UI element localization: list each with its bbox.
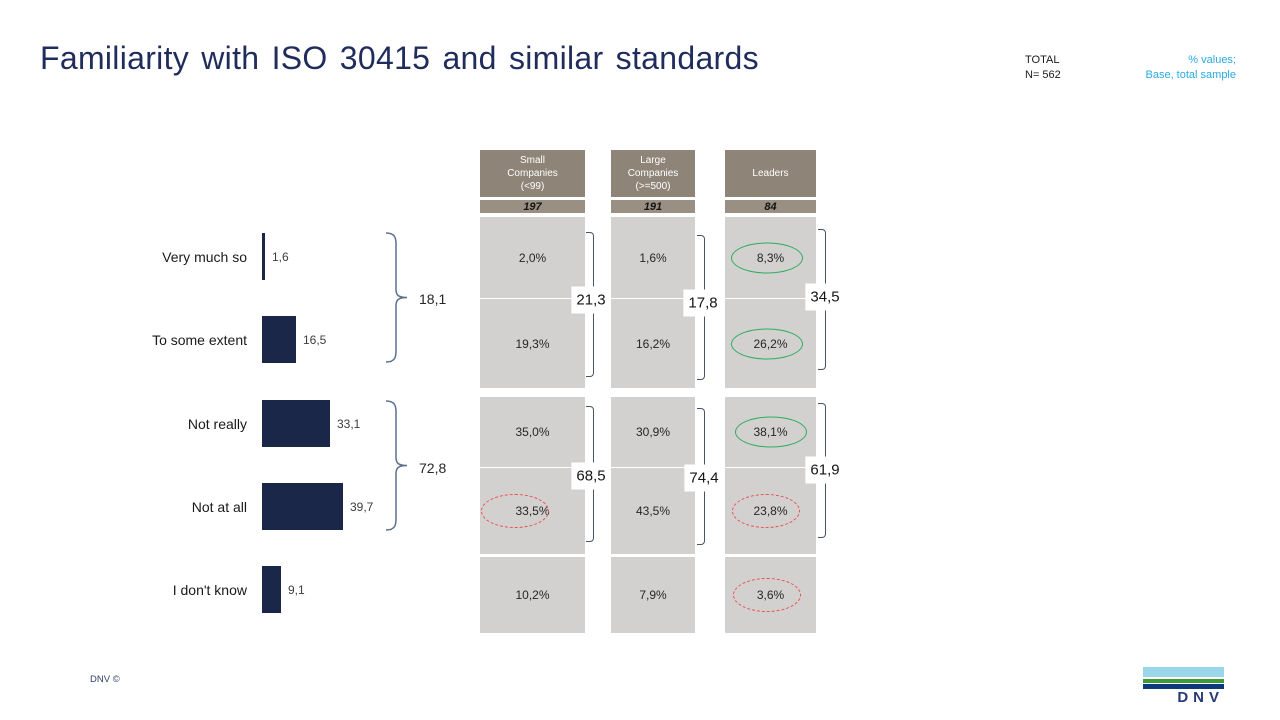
bar-value-label: 9,1 bbox=[288, 582, 305, 597]
green-ellipse-highlight bbox=[730, 328, 803, 359]
column-header-leaders: Leaders bbox=[725, 150, 816, 197]
logo-blue-bar bbox=[1143, 684, 1224, 689]
bar-row: 9,1 bbox=[262, 566, 305, 613]
column-header-line: Companies bbox=[627, 167, 679, 179]
column-header-line: Companies bbox=[507, 167, 558, 179]
group-value-small-familiar: 21,3 bbox=[571, 286, 611, 314]
page-title: Familiarity with ISO 30415 and similar s… bbox=[40, 40, 759, 76]
table-cell: 16,2% bbox=[611, 299, 695, 388]
bar-row: 33,1 bbox=[262, 400, 360, 447]
category-label-not-really: Not really bbox=[187, 416, 247, 432]
table-cell: 3,6% bbox=[725, 557, 816, 633]
bar-row: 16,5 bbox=[262, 316, 326, 363]
category-label-not-at-all: Not at all bbox=[191, 499, 247, 515]
group-value-small-not-familiar: 68,5 bbox=[571, 462, 611, 490]
brace-familiar-group bbox=[385, 232, 408, 363]
values-note-block: % values; Base, total sample bbox=[1146, 53, 1237, 83]
total-sample-block: TOTAL N= 562 bbox=[1025, 53, 1061, 83]
brace-not-familiar-group bbox=[385, 400, 408, 531]
category-label-i-dont-know: I don't know bbox=[172, 582, 247, 598]
note-line-1: % values; bbox=[1188, 54, 1236, 66]
group-value-leaders-not-familiar: 61,9 bbox=[805, 456, 845, 484]
bar-to-some-extent bbox=[262, 316, 296, 363]
green-ellipse-highlight bbox=[730, 242, 803, 273]
category-label-very-much-so: Very much so bbox=[162, 249, 247, 265]
table-cell: 2,0% bbox=[480, 217, 585, 298]
column-header-line: (>=500) bbox=[635, 181, 671, 193]
bar-i-dont-know bbox=[262, 566, 281, 613]
total-label: TOTAL bbox=[1025, 54, 1060, 66]
table-cell: 35,0% bbox=[480, 397, 585, 467]
bar-not-at-all bbox=[262, 483, 343, 530]
red-dashed-ellipse-highlight bbox=[480, 494, 549, 528]
group-total-not-familiar: 72,8 bbox=[419, 460, 447, 476]
base-n-leaders: 84 bbox=[725, 200, 816, 213]
column-header-large-companies: Large Companies (>=500) bbox=[611, 150, 695, 197]
green-ellipse-highlight bbox=[734, 416, 807, 448]
logo-green-bar bbox=[1143, 679, 1224, 683]
total-n: N= 562 bbox=[1025, 69, 1061, 81]
group-value-large-familiar: 17,8 bbox=[683, 289, 723, 317]
table-cell: 7,9% bbox=[611, 557, 695, 633]
footer-copyright: DNV © bbox=[90, 674, 120, 685]
dnv-logo: DNV bbox=[1143, 667, 1224, 712]
column-header-line: Leaders bbox=[752, 167, 789, 179]
table-cell: 30,9% bbox=[611, 397, 695, 467]
bar-row: 1,6 bbox=[262, 233, 289, 280]
table-cell: 10,2% bbox=[480, 557, 585, 633]
column-header-line: Small bbox=[519, 154, 545, 166]
table-cell: 43,5% bbox=[611, 468, 695, 554]
red-dashed-ellipse-highlight bbox=[732, 578, 801, 612]
column-header-line: Large bbox=[640, 154, 666, 166]
group-value-leaders-familiar: 34,5 bbox=[805, 283, 845, 311]
table-cell: 19,3% bbox=[480, 299, 585, 388]
base-n-large-companies: 191 bbox=[611, 200, 695, 213]
red-dashed-ellipse-highlight bbox=[731, 494, 800, 528]
table-cell: 26,2% bbox=[725, 299, 816, 388]
column-header-small-companies: Small Companies (<99) bbox=[480, 150, 585, 197]
bar-row: 39,7 bbox=[262, 483, 373, 530]
bar-value-label: 39,7 bbox=[350, 499, 374, 514]
group-value-large-not-familiar: 74,4 bbox=[684, 464, 724, 492]
bar-value-label: 33,1 bbox=[337, 416, 361, 431]
logo-lightblue-bar bbox=[1143, 667, 1224, 677]
table-cell: 38,1% bbox=[725, 397, 816, 467]
column-header-line: (<99) bbox=[520, 181, 545, 193]
table-cell: 33,5% bbox=[480, 468, 585, 554]
group-total-familiar: 18,1 bbox=[419, 291, 447, 307]
note-line-2: Base, total sample bbox=[1145, 69, 1237, 81]
logo-wordmark: DNV bbox=[1177, 689, 1224, 706]
bar-value-label: 1,6 bbox=[272, 249, 289, 264]
category-label-to-some-extent: To some extent bbox=[152, 332, 247, 348]
table-cell: 1,6% bbox=[611, 217, 695, 298]
bar-not-really bbox=[262, 400, 330, 447]
table-cell: 23,8% bbox=[725, 468, 816, 554]
table-cell: 8,3% bbox=[725, 217, 816, 298]
bar-very-much-so bbox=[262, 233, 265, 280]
bar-value-label: 16,5 bbox=[303, 332, 327, 347]
base-n-small-companies: 197 bbox=[480, 200, 585, 213]
